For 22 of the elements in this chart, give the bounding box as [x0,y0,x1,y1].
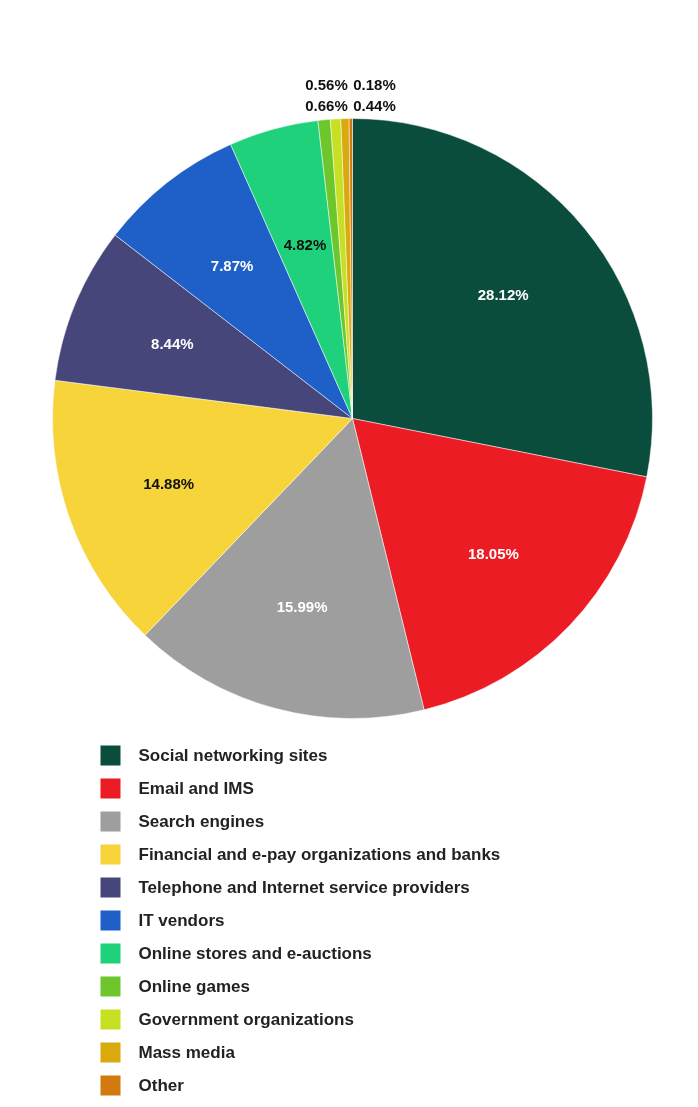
legend-label: Online stores and e-auctions [138,944,372,963]
data-label: 18.05% [468,544,519,562]
data-label: 15.99% [276,598,328,616]
data-label: 7.87% [210,256,254,274]
legend-label: Search engines [138,812,265,831]
data-label: 28.12% [477,286,529,304]
legend-label: Online games [138,977,250,996]
legend-label: IT vendors [138,911,225,930]
data-label: 0.56% [305,76,348,93]
legend-label: Government organizations [138,1010,354,1029]
data-label: 0.66% [305,97,348,114]
data-label: 8.44% [151,335,194,353]
legend-label: Email and IMS [138,779,254,798]
data-label: 0.44% [353,97,396,114]
data-label: 4.82% [283,236,327,254]
legend-label: Social networking sites [138,746,328,765]
data-label: 0.18% [353,76,396,93]
data-label: 14.88% [143,474,195,492]
legend-label: Telephone and Internet service providers [138,878,470,897]
legend-label: Financial and e-pay organizations and banks [138,845,501,864]
legend-label: Mass media [138,1043,236,1062]
legend-label: Other [138,1076,185,1095]
